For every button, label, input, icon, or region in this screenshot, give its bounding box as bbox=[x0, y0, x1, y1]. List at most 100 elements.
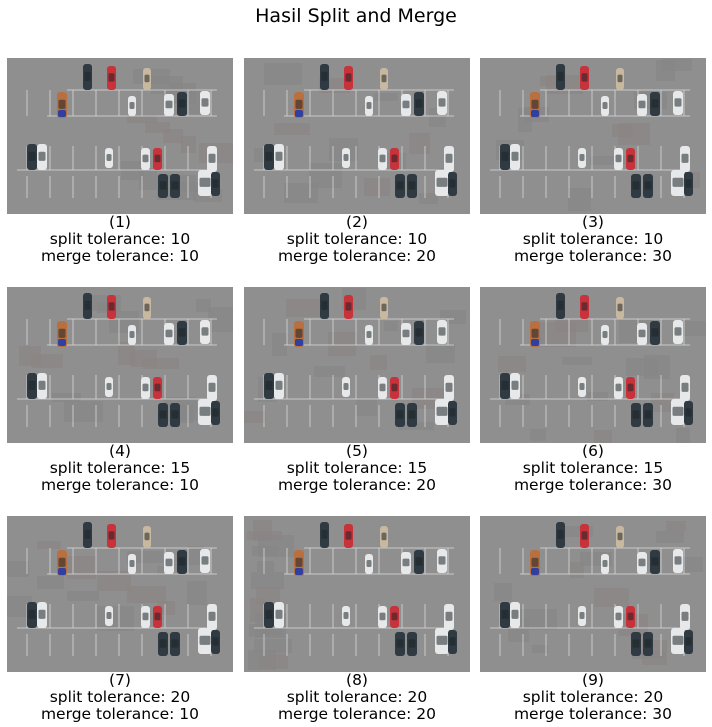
car-window bbox=[531, 557, 539, 567]
car-window bbox=[581, 302, 588, 311]
car bbox=[500, 602, 510, 628]
car-window bbox=[108, 531, 115, 540]
car-window bbox=[379, 383, 386, 392]
car-window bbox=[557, 71, 564, 81]
car bbox=[342, 377, 350, 397]
panel-caption: (3) split tolerance: 10 merge tolerance:… bbox=[480, 214, 706, 265]
car-window bbox=[84, 71, 91, 81]
car bbox=[37, 602, 47, 628]
panel-index: (2) bbox=[346, 213, 368, 231]
segment-patch bbox=[666, 521, 686, 531]
car-window bbox=[275, 151, 283, 161]
car-window bbox=[391, 612, 398, 621]
car-window bbox=[366, 560, 372, 567]
panel-index: (5) bbox=[346, 442, 368, 460]
car-window bbox=[129, 331, 135, 338]
car bbox=[556, 64, 565, 90]
segment-patch bbox=[619, 320, 654, 343]
car-window bbox=[449, 637, 456, 646]
car bbox=[395, 174, 405, 198]
segment-patch bbox=[530, 429, 546, 441]
car-window bbox=[638, 100, 646, 109]
car bbox=[390, 148, 399, 170]
car bbox=[500, 144, 510, 170]
panel-caption: (9) split tolerance: 20 merge tolerance:… bbox=[480, 672, 706, 723]
car bbox=[444, 375, 454, 401]
car bbox=[274, 602, 284, 628]
car bbox=[128, 554, 136, 574]
car bbox=[616, 68, 624, 90]
car bbox=[390, 377, 399, 399]
car bbox=[643, 403, 653, 427]
segment-patch bbox=[67, 556, 96, 579]
car bbox=[37, 373, 47, 399]
segment-patch bbox=[440, 310, 466, 324]
split-tolerance-label: split tolerance: 20 bbox=[49, 688, 191, 706]
result-panel-6: (6) split tolerance: 15 merge tolerance:… bbox=[480, 287, 706, 494]
car bbox=[177, 92, 187, 116]
car bbox=[437, 91, 447, 115]
car-window bbox=[171, 410, 179, 419]
car bbox=[200, 91, 210, 115]
segment-patch bbox=[37, 541, 61, 549]
car-detail bbox=[58, 110, 66, 117]
parking-lot-image bbox=[244, 516, 470, 672]
car bbox=[650, 321, 660, 345]
segment-patch bbox=[370, 355, 387, 370]
car-window bbox=[343, 612, 349, 619]
car-window bbox=[154, 154, 161, 163]
merge-tolerance-label: merge tolerance: 30 bbox=[513, 247, 673, 265]
merge-tolerance-label: merge tolerance: 10 bbox=[40, 247, 200, 265]
panel-caption: (6) split tolerance: 15 merge tolerance:… bbox=[480, 443, 706, 494]
segment-patch bbox=[555, 319, 588, 332]
segment-patch bbox=[257, 561, 274, 572]
car bbox=[448, 630, 457, 654]
car-window bbox=[345, 73, 352, 82]
car bbox=[264, 144, 274, 170]
car-window bbox=[108, 73, 115, 82]
car bbox=[342, 148, 350, 168]
car bbox=[342, 606, 350, 626]
car-window bbox=[531, 328, 539, 338]
segment-patch bbox=[142, 358, 179, 369]
segment-patch bbox=[656, 531, 684, 543]
car-window bbox=[144, 74, 150, 83]
car-window bbox=[685, 408, 692, 417]
car-window bbox=[436, 635, 448, 645]
car-detail bbox=[295, 110, 303, 117]
panel-caption: (5) split tolerance: 15 merge tolerance:… bbox=[244, 443, 470, 494]
panel-index: (9) bbox=[582, 671, 604, 689]
car-window bbox=[449, 179, 456, 188]
segment-patch bbox=[251, 572, 284, 589]
car bbox=[643, 632, 653, 656]
car-window bbox=[644, 181, 652, 190]
segment-patch bbox=[64, 401, 103, 422]
result-panel-1: (1) split tolerance: 10 merge tolerance:… bbox=[7, 58, 233, 265]
car-window bbox=[638, 329, 646, 338]
car-window bbox=[165, 329, 173, 338]
car-window bbox=[396, 410, 404, 419]
segment-patch bbox=[498, 356, 526, 372]
car-window bbox=[106, 383, 112, 390]
panel-caption: (1) split tolerance: 10 merge tolerance:… bbox=[7, 214, 233, 265]
car bbox=[143, 526, 151, 548]
car-window bbox=[38, 609, 46, 619]
car bbox=[153, 606, 162, 628]
merge-tolerance-label: merge tolerance: 30 bbox=[513, 705, 673, 723]
car bbox=[27, 373, 37, 399]
car-window bbox=[672, 177, 684, 187]
car-window bbox=[201, 556, 209, 565]
car bbox=[626, 148, 635, 170]
car bbox=[671, 628, 685, 654]
car-window bbox=[295, 328, 303, 338]
car bbox=[164, 323, 174, 345]
segment-patch bbox=[145, 122, 170, 133]
car bbox=[158, 403, 168, 427]
car bbox=[158, 174, 168, 198]
car-window bbox=[208, 382, 216, 392]
car bbox=[578, 148, 586, 168]
car-window bbox=[265, 380, 273, 390]
car-window bbox=[617, 74, 623, 83]
car-window bbox=[632, 181, 640, 190]
segment-patch bbox=[356, 399, 377, 416]
